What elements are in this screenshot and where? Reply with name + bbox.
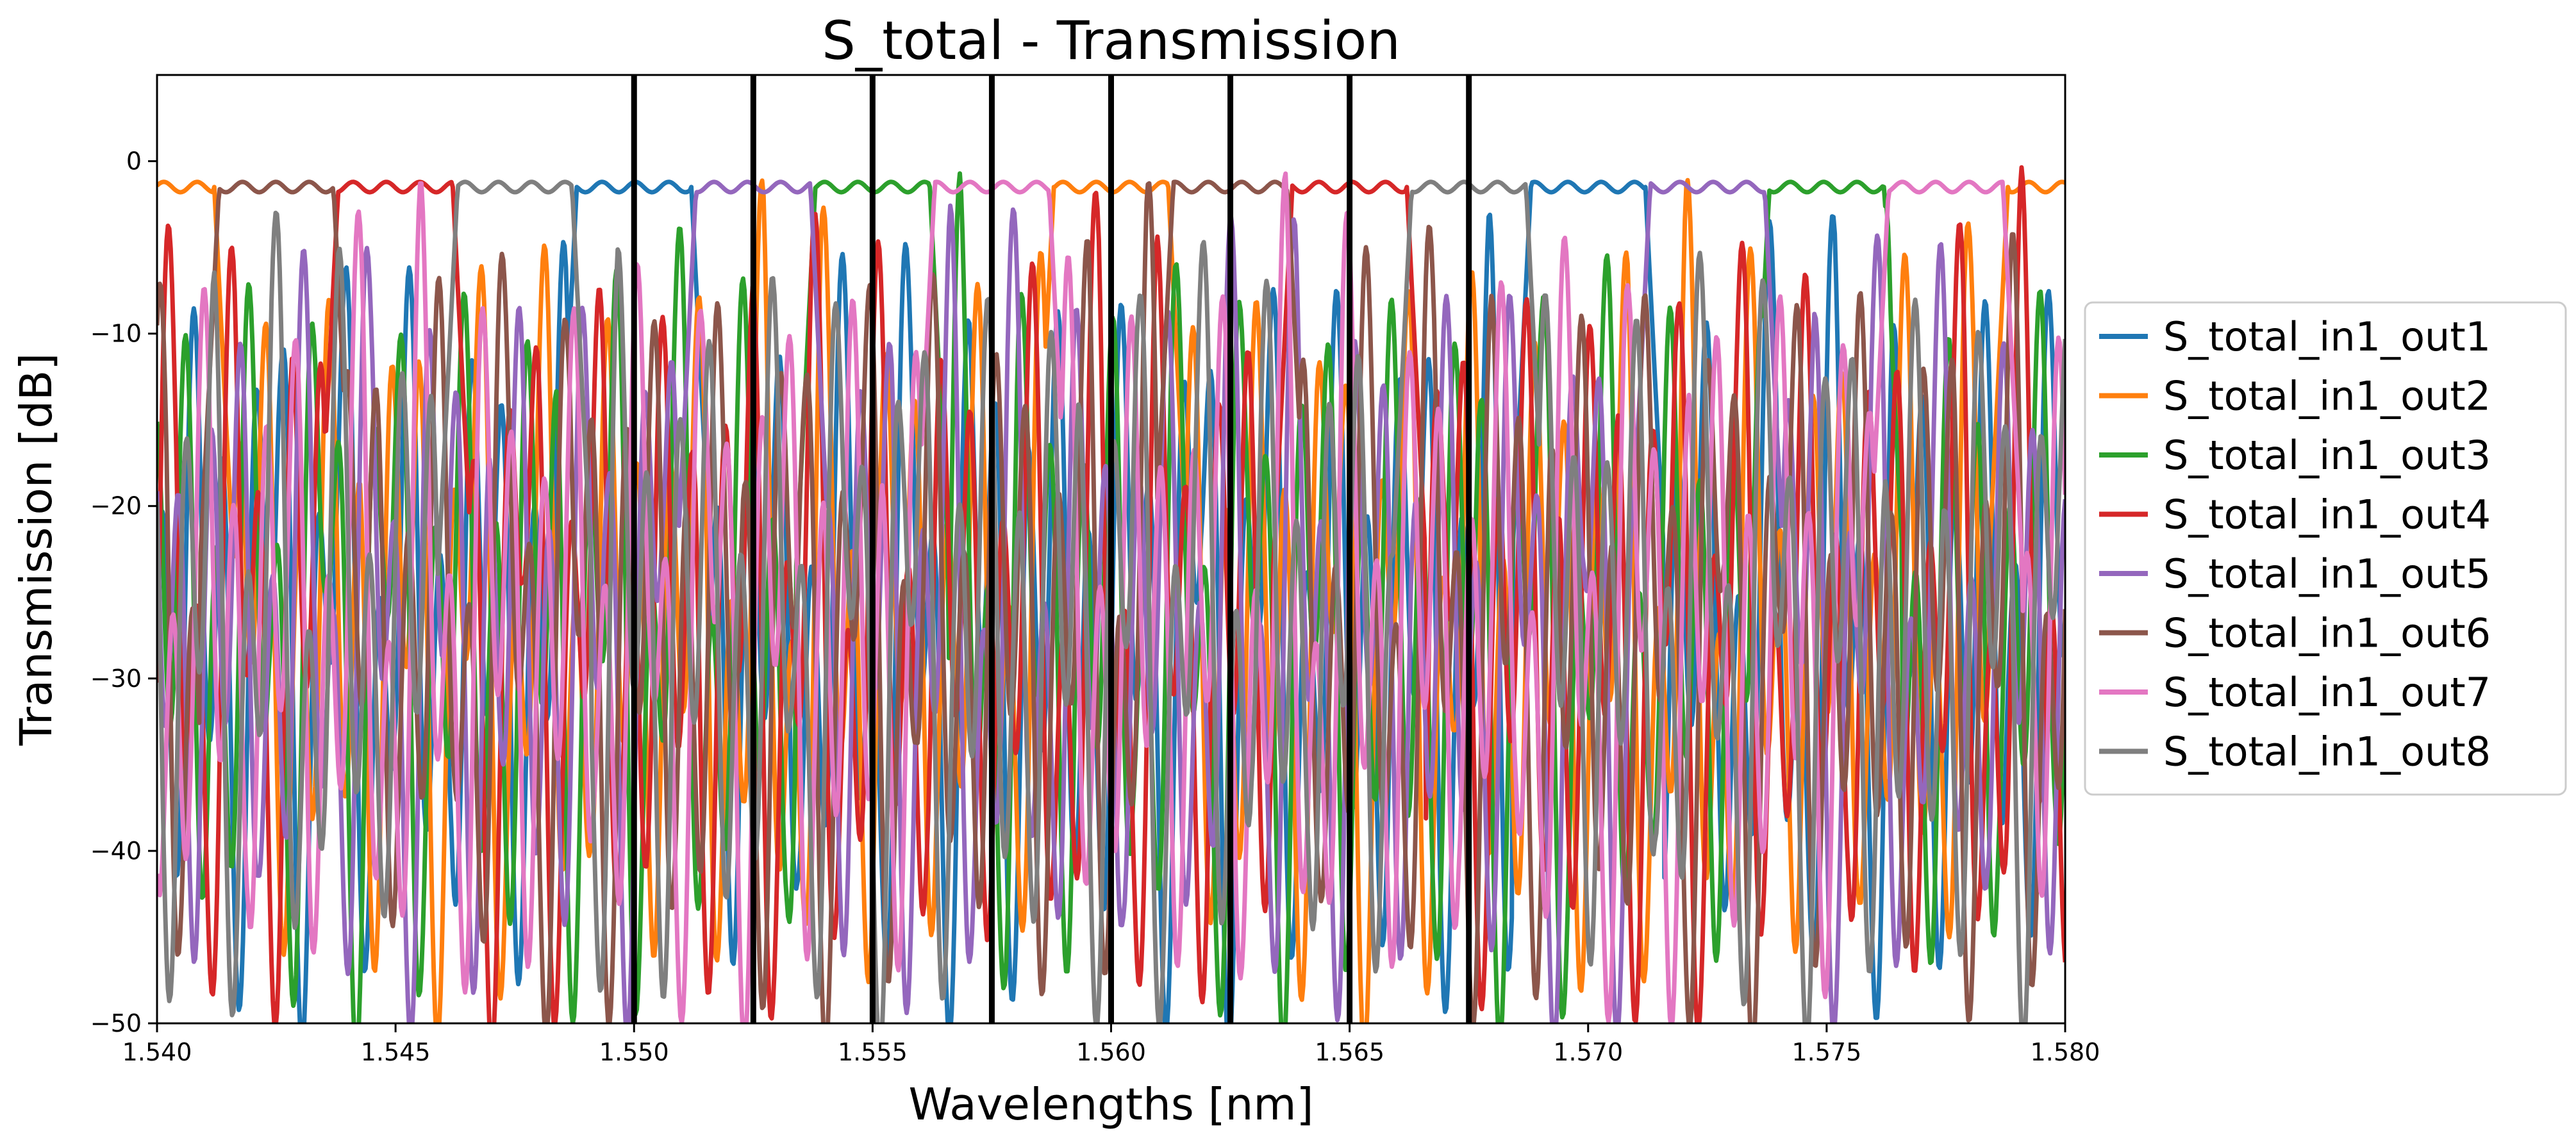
legend-label: S_total_in1_out1 — [2163, 313, 2491, 360]
legend-label: S_total_in1_out8 — [2163, 729, 2491, 775]
x-tick-label: 1.570 — [1553, 1038, 1623, 1066]
legend-label: S_total_in1_out6 — [2163, 610, 2491, 657]
chart-title: S_total - Transmission — [822, 10, 1400, 72]
legend-label: S_total_in1_out7 — [2163, 669, 2491, 716]
x-tick-label: 1.545 — [361, 1038, 431, 1066]
legend-box — [2084, 301, 2567, 796]
x-tick-label: 1.575 — [1791, 1038, 1861, 1066]
legend: S_total_in1_out1 S_total_in1_out2 S_total_… — [2084, 301, 2567, 796]
y-axis-label: Transmission [dB] — [11, 353, 62, 747]
y-tick-label: −50 — [90, 1009, 142, 1037]
x-tick-label: 1.555 — [838, 1038, 908, 1066]
x-tick-label: 1.560 — [1076, 1038, 1146, 1066]
y-tick-label: 0 — [126, 147, 142, 176]
y-tick-label: −10 — [90, 320, 142, 348]
x-tick-label: 1.580 — [2031, 1038, 2100, 1066]
y-tick-label: −30 — [90, 664, 142, 693]
legend-label: S_total_in1_out4 — [2163, 491, 2491, 538]
vertical-lines — [631, 75, 1472, 1023]
y-tick-label: −20 — [90, 492, 142, 520]
tick-layer: 1.540 1.545 1.550 1.555 1.560 1.565 1.570 1.575… — [90, 147, 2100, 1066]
x-tick-label: 1.540 — [122, 1038, 192, 1066]
x-tick-label: 1.550 — [599, 1038, 669, 1066]
x-tick-label: 1.565 — [1315, 1038, 1384, 1066]
legend-label: S_total_in1_out5 — [2163, 550, 2491, 597]
legend-label: S_total_in1_out2 — [2163, 373, 2491, 420]
legend-label: S_total_in1_out3 — [2163, 432, 2491, 479]
x-axis-label: Wavelengths [nm] — [909, 1079, 1314, 1130]
y-tick-label: −40 — [90, 837, 142, 865]
